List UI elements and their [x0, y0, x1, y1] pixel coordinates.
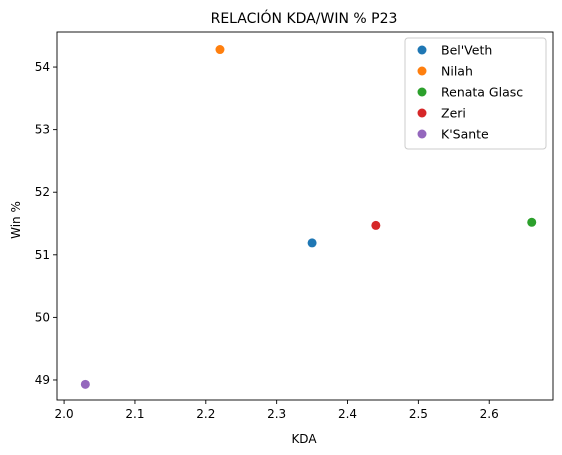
legend-marker [417, 129, 427, 139]
legend-label: Zeri [441, 106, 466, 121]
y-axis: 49 50 51 52 53 54 [35, 60, 57, 387]
x-tick-label: 2.0 [55, 407, 74, 421]
data-point [527, 217, 537, 227]
x-axis: 2.0 2.1 2.2 2.3 2.4 2.5 2.6 [55, 400, 499, 421]
y-tick-label: 53 [35, 123, 50, 137]
y-axis-label: Win % [9, 201, 23, 239]
legend-label: K'Sante [441, 127, 489, 142]
data-point [215, 45, 225, 55]
legend-marker [417, 66, 427, 76]
x-tick-label: 2.5 [409, 407, 428, 421]
legend: Bel'Veth Nilah Renata Glasc Zeri K'Sante [404, 37, 547, 150]
legend-marker [417, 87, 427, 97]
x-tick-label: 2.2 [196, 407, 215, 421]
x-axis-label: KDA [291, 432, 317, 446]
legend-marker [417, 108, 427, 118]
data-point [307, 238, 317, 248]
x-tick-label: 2.6 [480, 407, 499, 421]
y-tick-label: 54 [35, 60, 50, 74]
legend-label: Bel'Veth [441, 43, 492, 58]
data-point [80, 379, 90, 389]
legend-label: Renata Glasc [441, 85, 523, 100]
legend-label: Nilah [441, 64, 473, 79]
data-point [371, 220, 381, 230]
y-tick-label: 50 [35, 310, 50, 324]
data-points [80, 45, 537, 389]
y-tick-label: 52 [35, 185, 50, 199]
y-tick-label: 51 [35, 248, 50, 262]
y-tick-label: 49 [35, 373, 50, 387]
x-tick-label: 2.3 [267, 407, 286, 421]
legend-box [404, 37, 547, 150]
chart-title: RELACIÓN KDA/WIN % P23 [211, 9, 398, 27]
x-tick-label: 2.4 [338, 407, 357, 421]
x-tick-label: 2.1 [125, 407, 144, 421]
legend-marker [417, 45, 427, 55]
